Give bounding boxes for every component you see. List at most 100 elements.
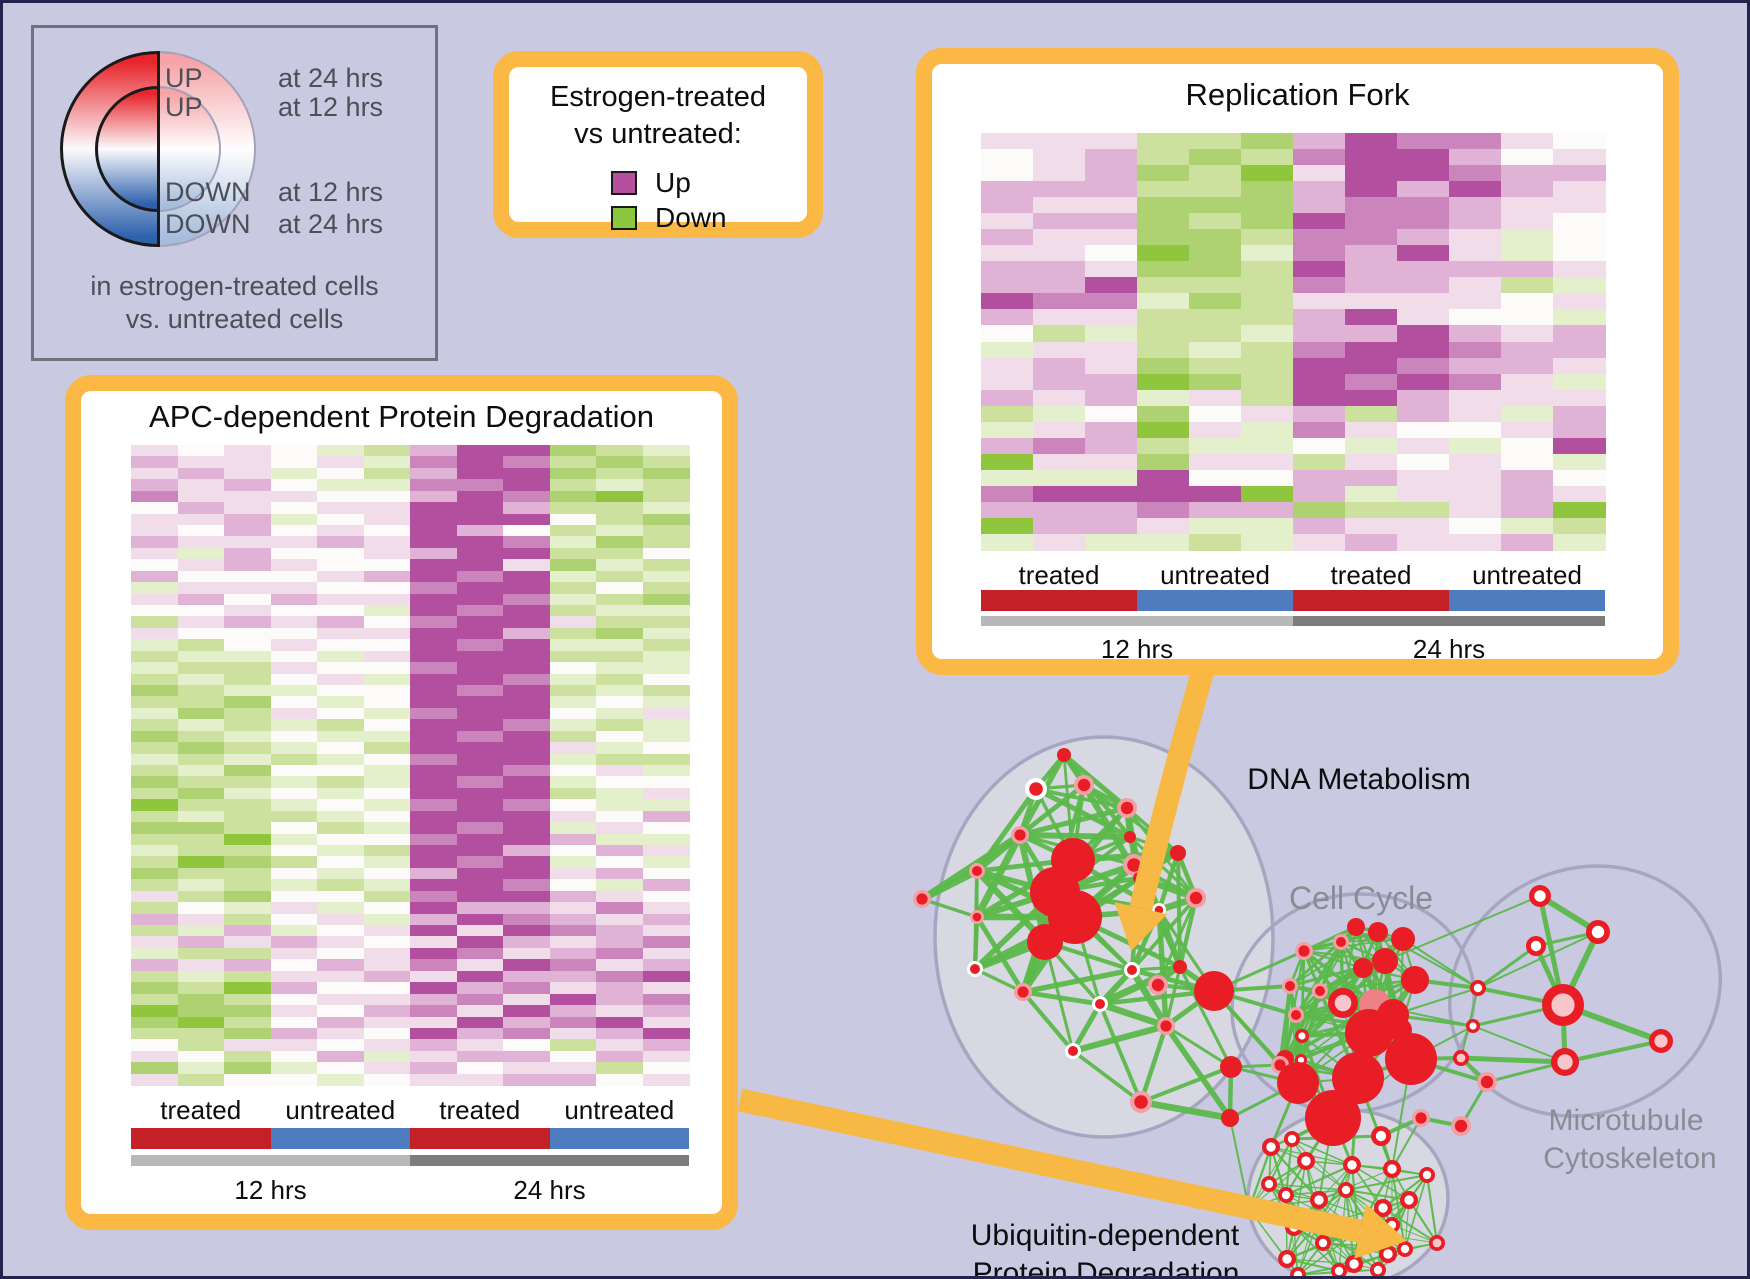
heatmap-cell bbox=[1189, 325, 1242, 342]
node-c1 bbox=[1298, 945, 1310, 957]
heatmap-cell bbox=[177, 730, 225, 743]
heatmap-cell bbox=[410, 742, 457, 755]
heatmap-cell bbox=[596, 1016, 643, 1029]
heatmap-cell bbox=[317, 445, 364, 457]
heatmap-cell bbox=[1345, 149, 1398, 166]
node-c19 bbox=[1345, 1009, 1393, 1057]
heatmap-cell bbox=[131, 673, 178, 686]
heatmap-cell bbox=[177, 650, 225, 663]
node-m2 bbox=[1591, 925, 1605, 939]
heatmap-cell bbox=[1449, 293, 1502, 310]
heatmap-cell bbox=[1189, 181, 1242, 198]
heatmap-cell bbox=[1501, 373, 1554, 391]
heatmap-cell bbox=[1085, 341, 1138, 359]
edge bbox=[1248, 1138, 1293, 1210]
heatmap-cell bbox=[1501, 421, 1554, 439]
heatmap-cell bbox=[1397, 421, 1450, 439]
heatmap-cell bbox=[363, 696, 411, 709]
edge bbox=[1175, 852, 1183, 968]
heatmap-cell bbox=[503, 605, 550, 617]
heatmap-cell bbox=[1241, 453, 1294, 471]
heatmap-cell bbox=[224, 662, 271, 675]
edge bbox=[1098, 1000, 1168, 1030]
heatmap-cell bbox=[503, 616, 550, 629]
node-u8 bbox=[1314, 1195, 1324, 1205]
heatmap-cell bbox=[503, 1039, 550, 1052]
heatmap-cell bbox=[1449, 437, 1502, 455]
heatmap-cell bbox=[1137, 469, 1190, 487]
edge bbox=[1472, 1025, 1566, 1063]
heatmap-cell bbox=[1085, 229, 1138, 246]
heatmap-cell bbox=[1397, 357, 1450, 375]
heatmap-cell bbox=[981, 341, 1034, 359]
group-label: treated bbox=[160, 1095, 242, 1125]
heatmap-cell bbox=[177, 856, 225, 869]
heatmap-cell bbox=[131, 1027, 178, 1040]
heatmap-cell bbox=[503, 593, 550, 606]
heatmap-cell bbox=[1397, 341, 1450, 359]
heatmap-cell bbox=[410, 776, 457, 789]
heatmap-cell bbox=[549, 776, 597, 789]
heatmap-cell bbox=[131, 547, 178, 560]
edge bbox=[1129, 968, 1169, 1028]
heatmap-cell bbox=[1137, 389, 1190, 407]
heatmap-cell bbox=[1137, 421, 1190, 439]
heatmap-cell bbox=[549, 696, 597, 709]
heatmap-cell bbox=[363, 1005, 411, 1017]
heatmap-cell bbox=[596, 947, 643, 960]
heatmap-cell bbox=[1449, 389, 1502, 407]
heatmap-cell bbox=[456, 616, 504, 629]
heatmap-cell bbox=[1189, 197, 1242, 214]
heatmap-cell bbox=[363, 673, 411, 686]
heatmap-cell bbox=[1293, 181, 1346, 198]
heatmap-cell bbox=[1397, 293, 1450, 310]
heatmap-cell bbox=[224, 810, 271, 823]
heatmap-cell bbox=[410, 1005, 457, 1017]
heatmap-cell bbox=[596, 445, 643, 457]
node-d2 bbox=[1077, 778, 1091, 792]
heatmap-cell bbox=[1501, 213, 1554, 230]
heatmap-cell bbox=[642, 959, 690, 972]
node-m9 bbox=[1480, 1075, 1494, 1089]
node-d13 bbox=[1027, 924, 1063, 960]
heatmap-cell bbox=[642, 1039, 690, 1052]
edge bbox=[1345, 1174, 1428, 1191]
heatmap-cell bbox=[596, 776, 643, 789]
heatmap-cell bbox=[503, 925, 550, 937]
edge bbox=[1062, 753, 1129, 810]
heatmap-cell bbox=[596, 970, 643, 983]
heatmap-cell bbox=[1033, 325, 1086, 342]
heatmap-cell bbox=[549, 947, 597, 960]
edge bbox=[1177, 897, 1199, 968]
heatmap-cell bbox=[456, 456, 504, 469]
heatmap-cell bbox=[410, 879, 457, 892]
node-m12 bbox=[1454, 1119, 1468, 1133]
heatmap-cell bbox=[317, 685, 364, 697]
heatmap-cell bbox=[549, 890, 597, 903]
node-u7 bbox=[1281, 1190, 1291, 1200]
heatmap-cell bbox=[1033, 213, 1086, 230]
heatmap-cell bbox=[1345, 501, 1398, 519]
heatmap-cell bbox=[642, 707, 690, 720]
heatmap-cell bbox=[456, 753, 504, 766]
heatmap-cell bbox=[503, 1016, 550, 1029]
heatmap-cell bbox=[1033, 293, 1086, 310]
heatmap-cell bbox=[410, 810, 457, 823]
heatmap-cell bbox=[1033, 277, 1086, 294]
heatmap-cell bbox=[456, 467, 504, 480]
heatmap-cell bbox=[1085, 485, 1138, 503]
edge bbox=[1477, 944, 1537, 990]
heatmap-cell bbox=[363, 582, 411, 595]
condition-bar bbox=[1449, 590, 1605, 611]
network-label-4: Ubiquitin-dependent bbox=[971, 1219, 1240, 1252]
heatmap-cell bbox=[131, 765, 178, 777]
node-u1 bbox=[1266, 1142, 1276, 1152]
heatmap-cell bbox=[981, 534, 1034, 551]
heatmap-cell bbox=[549, 856, 597, 869]
node-m4 bbox=[1473, 983, 1483, 993]
heatmap-cell bbox=[270, 810, 318, 823]
heatmap-cell bbox=[270, 593, 318, 606]
heatmap-cell bbox=[503, 696, 550, 709]
heatmap-cell bbox=[1241, 405, 1294, 423]
heatmap-cell bbox=[596, 856, 643, 869]
